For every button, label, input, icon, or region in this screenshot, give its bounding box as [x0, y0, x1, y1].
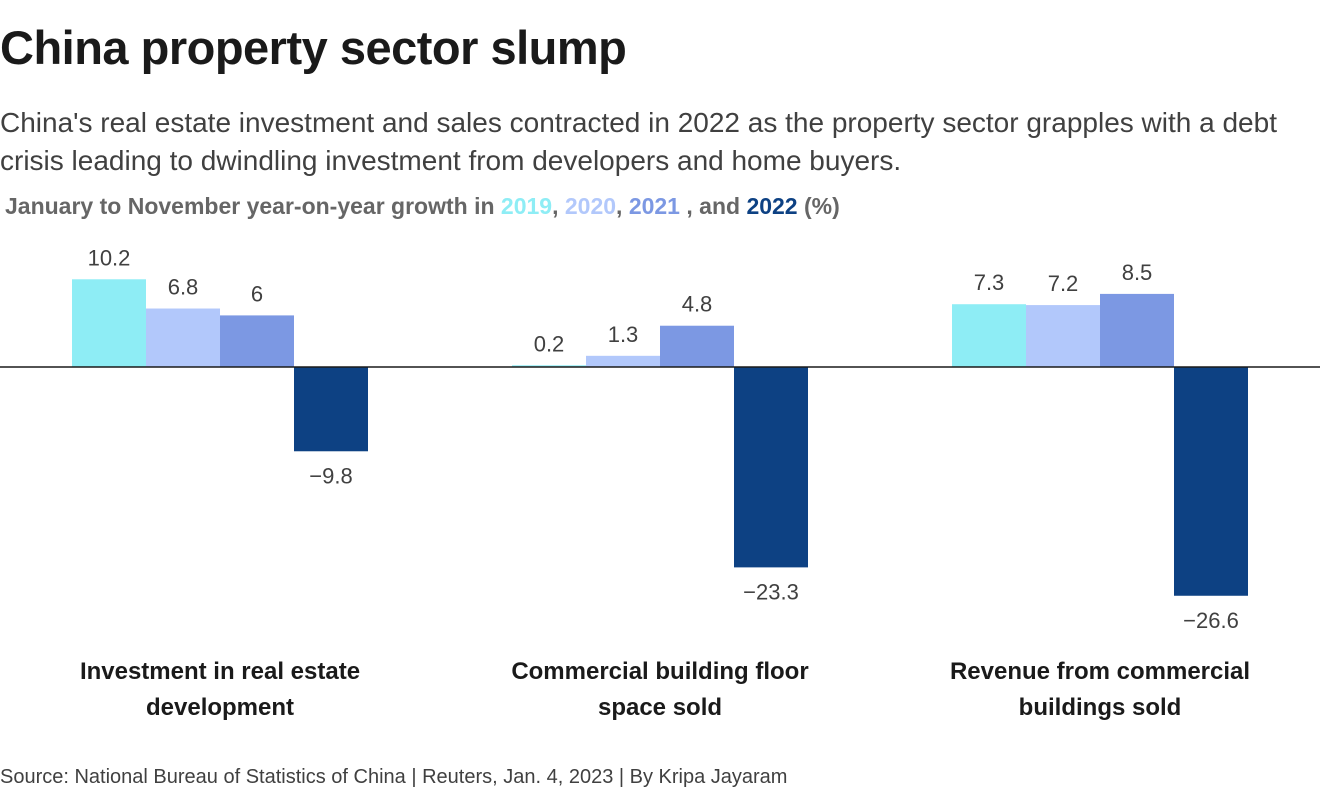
legend-2022: 2022 [746, 193, 798, 219]
legend-separator: , and [679, 193, 747, 219]
data-label: 7.3 [974, 270, 1005, 295]
data-label: 6 [251, 281, 263, 306]
category-label: Revenue from commercial buildings sold [949, 658, 1251, 721]
bar-2020 [146, 308, 220, 367]
data-label: −26.6 [1183, 608, 1239, 633]
legend-prefix: January to November year-on-year growth … [5, 193, 501, 219]
data-label: 4.8 [682, 292, 713, 317]
data-label: 0.2 [534, 331, 565, 356]
chart-subtitle: China's real estate investment and sales… [0, 107, 1277, 176]
data-label: 6.8 [168, 275, 199, 300]
data-label: −23.3 [743, 579, 799, 604]
bar-2019 [72, 279, 146, 367]
bar-2020 [586, 355, 660, 367]
source-note: Source: National Bureau of Statistics of… [0, 766, 788, 788]
legend-suffix: (%) [797, 193, 840, 219]
bar-2019 [952, 304, 1026, 367]
data-label: 7.2 [1048, 271, 1079, 296]
legend-2020: 2020 [564, 193, 617, 219]
legend: January to November year-on-year growth … [5, 193, 840, 220]
bar-2020 [1026, 305, 1100, 367]
category-label: Investment in real estate development [79, 658, 361, 721]
bar-2022 [734, 367, 808, 568]
bar-2022 [294, 367, 368, 452]
chart-title: China property sector slump [0, 21, 627, 74]
legend-2019: 2019 [500, 193, 553, 219]
category-label: Commercial building floor space sold [511, 658, 809, 721]
bar-2019 [512, 365, 586, 367]
legend-2021: 2021 [628, 193, 680, 219]
legend-separator: , [552, 193, 565, 219]
legend-separator: , [616, 193, 629, 219]
data-label: 1.3 [608, 322, 639, 347]
data-label: 10.2 [88, 245, 131, 270]
data-label: 8.5 [1122, 260, 1153, 285]
bar-chart: 10.2 6.8 6 −9.8 0.2 1.3 4.8 −23.3 7.3 7.2 8.5 −26.6 [0, 245, 1320, 633]
bar-2021 [1100, 293, 1174, 367]
data-label: −9.8 [309, 463, 352, 488]
bar-2022 [1174, 367, 1248, 596]
bar-2021 [660, 325, 734, 367]
bar-2021 [220, 315, 294, 367]
